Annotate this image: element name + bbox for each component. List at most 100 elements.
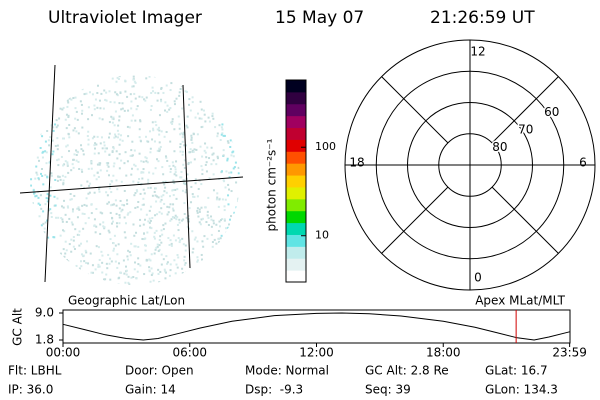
speckle bbox=[77, 160, 80, 163]
speckle bbox=[114, 133, 117, 136]
speckle bbox=[40, 168, 43, 171]
speckle bbox=[132, 85, 135, 88]
speckle bbox=[60, 217, 63, 220]
speckle bbox=[152, 127, 155, 130]
speckle bbox=[229, 145, 232, 148]
speckle bbox=[158, 150, 161, 153]
speckle bbox=[67, 206, 70, 209]
speckle bbox=[90, 160, 93, 163]
speckle bbox=[42, 183, 45, 186]
speckle bbox=[190, 138, 193, 141]
speckle bbox=[221, 103, 224, 106]
speckle bbox=[45, 197, 48, 200]
speckle bbox=[201, 240, 204, 243]
speckle bbox=[148, 130, 151, 133]
speckle bbox=[31, 202, 34, 205]
speckle bbox=[102, 225, 105, 228]
speckle bbox=[212, 222, 215, 225]
speckle bbox=[156, 283, 159, 285]
speckle bbox=[52, 126, 55, 129]
speckle bbox=[234, 279, 237, 282]
speckle bbox=[136, 168, 139, 171]
speckle bbox=[235, 252, 238, 255]
speckle bbox=[125, 265, 128, 268]
speckle bbox=[201, 155, 204, 158]
speckle bbox=[130, 173, 133, 176]
speckle bbox=[139, 192, 142, 195]
speckle bbox=[67, 91, 70, 94]
speckle bbox=[54, 145, 57, 148]
speckle bbox=[219, 114, 222, 117]
speckle bbox=[49, 208, 52, 211]
speckle bbox=[185, 216, 188, 219]
speckle bbox=[126, 213, 129, 216]
speckle bbox=[160, 130, 163, 133]
speckle bbox=[126, 258, 129, 261]
speckle bbox=[82, 153, 85, 156]
colorbar-band bbox=[286, 222, 306, 235]
speckle bbox=[156, 158, 159, 161]
speckle bbox=[68, 150, 71, 153]
speckle bbox=[62, 182, 65, 185]
speckle bbox=[100, 136, 103, 139]
speckle bbox=[91, 78, 94, 81]
speckle bbox=[227, 141, 230, 144]
speckle bbox=[53, 236, 56, 239]
speckle bbox=[42, 263, 45, 266]
speckle bbox=[72, 129, 75, 132]
speckle bbox=[62, 164, 65, 167]
speckle bbox=[91, 264, 94, 267]
speckle bbox=[37, 89, 40, 92]
speckle bbox=[34, 228, 37, 231]
speckle bbox=[84, 222, 87, 225]
colorbar-band bbox=[286, 127, 306, 140]
speckle bbox=[93, 191, 96, 194]
speckle bbox=[53, 101, 56, 104]
speckle bbox=[34, 195, 37, 198]
speckle bbox=[212, 189, 215, 192]
speckle bbox=[65, 249, 68, 252]
speckle bbox=[82, 227, 85, 230]
speckle bbox=[174, 171, 177, 174]
speckle bbox=[149, 147, 152, 150]
speckle bbox=[228, 108, 231, 111]
speckle bbox=[133, 80, 136, 83]
speckle bbox=[183, 263, 186, 266]
speckle bbox=[114, 199, 117, 202]
speckle bbox=[233, 166, 236, 169]
speckle bbox=[161, 166, 164, 169]
speckle bbox=[50, 174, 53, 177]
speckle bbox=[75, 110, 78, 113]
polar-spoke bbox=[381, 76, 449, 144]
speckle bbox=[90, 212, 93, 215]
speckle bbox=[47, 102, 50, 105]
speckle bbox=[46, 280, 49, 283]
speckle bbox=[92, 282, 95, 285]
speckle bbox=[72, 245, 75, 248]
speckle bbox=[31, 79, 34, 82]
speckle bbox=[213, 238, 216, 241]
speckle bbox=[223, 180, 226, 183]
speckle bbox=[35, 165, 38, 168]
speckle bbox=[142, 188, 145, 191]
speckle bbox=[68, 217, 71, 220]
meridian bbox=[44, 64, 56, 283]
speckle bbox=[54, 178, 57, 181]
speckle bbox=[201, 266, 204, 269]
speckle bbox=[230, 235, 233, 238]
speckle bbox=[83, 93, 86, 96]
speckle bbox=[181, 140, 184, 143]
speckle bbox=[175, 174, 178, 177]
speckle bbox=[228, 246, 231, 249]
speckle bbox=[164, 155, 167, 158]
speckle bbox=[39, 229, 42, 232]
speckle bbox=[172, 179, 175, 182]
speckle bbox=[216, 132, 219, 135]
speckle bbox=[210, 163, 213, 166]
speckle bbox=[98, 265, 101, 268]
speckle bbox=[95, 143, 98, 146]
speckle bbox=[229, 110, 232, 113]
info-field: GLon: 134.3 bbox=[485, 383, 558, 397]
speckle bbox=[191, 251, 194, 254]
speckle bbox=[224, 198, 227, 201]
